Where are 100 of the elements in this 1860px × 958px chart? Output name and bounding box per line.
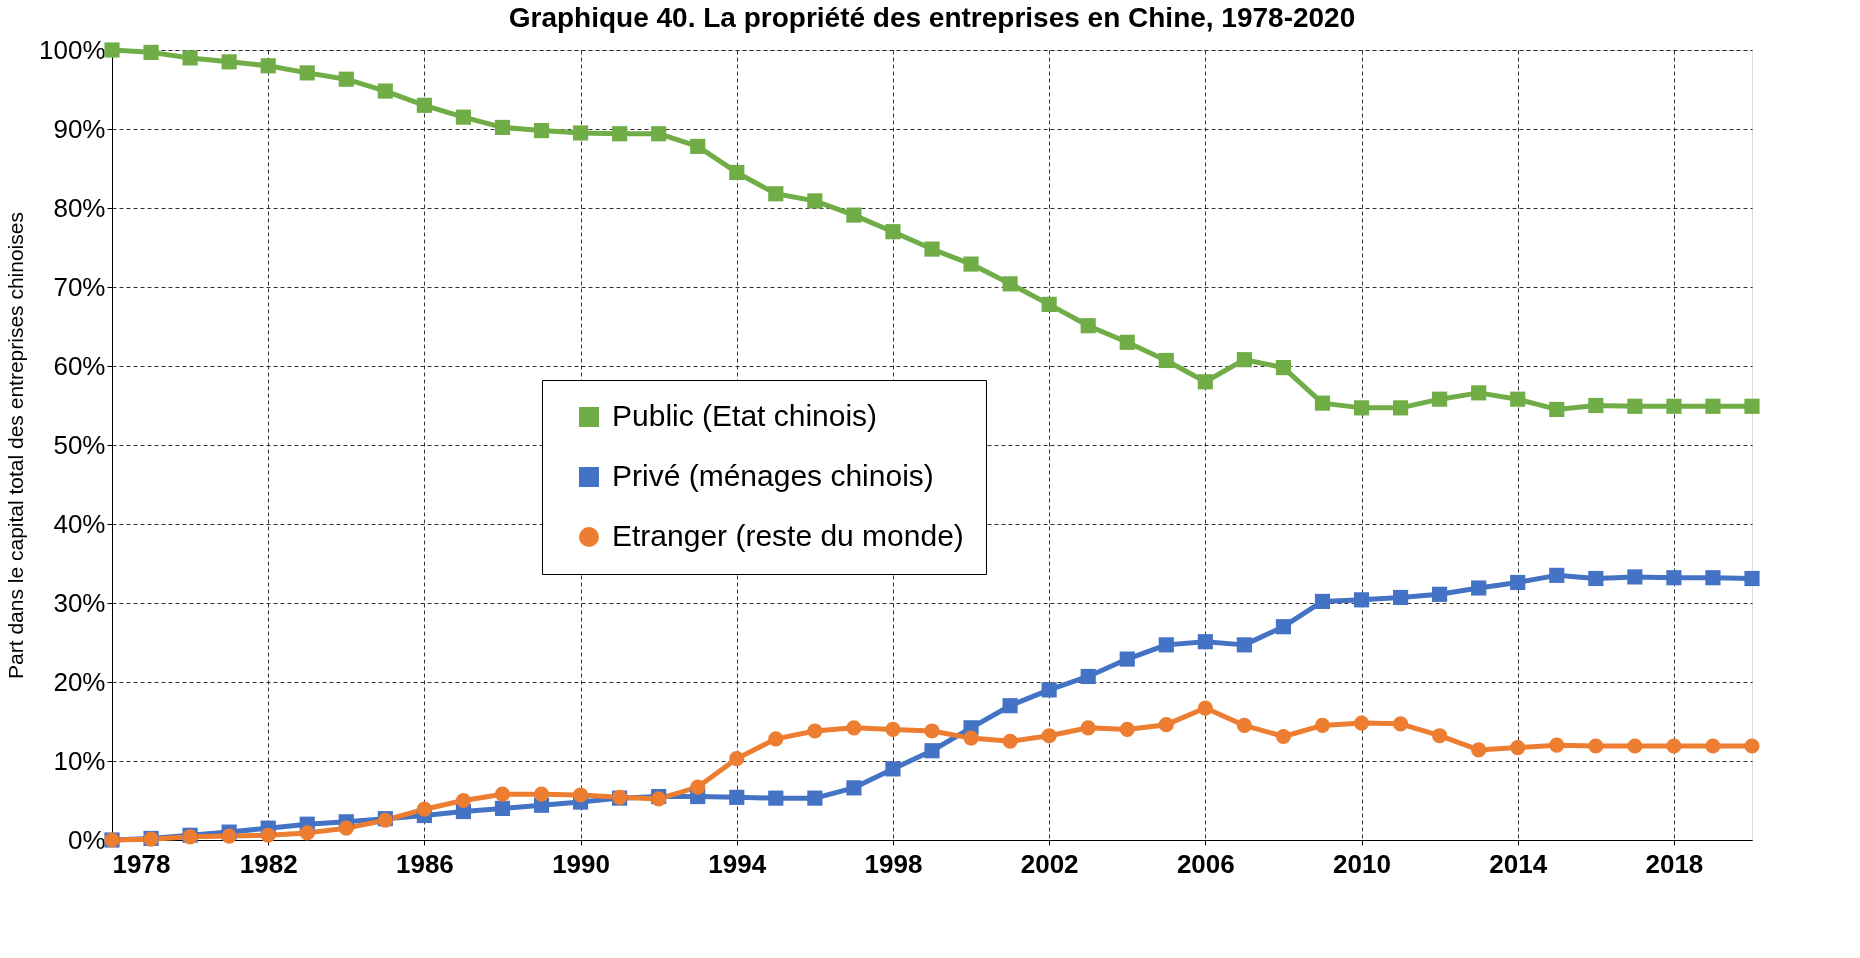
x-tick-label: 1982 [239,848,298,879]
point [846,780,862,796]
point [690,138,706,154]
point [612,126,628,142]
point [924,723,940,739]
point [182,50,198,66]
point [494,800,511,816]
x-tick-label: 2002 [1020,848,1079,879]
point [455,109,472,125]
point [1744,570,1760,587]
point [1080,720,1096,736]
legend-label: Privé (ménages chinois) [612,459,934,492]
point [1588,738,1604,754]
point [1353,715,1370,731]
point [338,820,354,836]
x-tick-label: 1994 [708,848,767,879]
point [1627,569,1643,585]
point [768,186,784,202]
x-tick-label: 2018 [1645,848,1704,879]
point [1314,593,1331,609]
point [1744,738,1760,754]
point [1471,580,1487,596]
point [572,787,589,803]
y-tick-label: 40% [53,508,106,539]
point [338,71,354,87]
point [1666,398,1682,414]
point [416,801,432,817]
point [1314,395,1331,411]
point [1314,717,1331,734]
y-axis-title: Part dans le capital total des entreprises chinoises [4,212,27,679]
point [1744,398,1760,414]
point [533,123,550,139]
point [1275,360,1292,376]
point [1588,397,1604,414]
point [377,83,393,99]
point [651,126,667,142]
point [1041,682,1057,698]
point [1392,400,1409,416]
point [1432,728,1448,744]
y-tick-label: 100% [39,34,106,65]
point [494,786,511,802]
y-tick-label: 80% [53,192,106,223]
point [260,58,276,74]
point [572,125,589,141]
point [1588,570,1604,587]
x-tick-label: 1978 [112,848,171,879]
y-tick-label: 10% [53,745,106,776]
point [1002,733,1018,749]
point [1471,385,1487,401]
point [1549,737,1565,753]
y-tick-label: 90% [53,113,106,144]
point [1236,717,1252,734]
point [1080,318,1096,334]
point [1002,276,1018,292]
point [1353,592,1370,608]
x-tick-label: 1990 [552,848,610,879]
point [299,825,315,841]
point [1666,570,1682,586]
point [924,241,940,257]
point [846,720,862,736]
point [924,743,940,759]
point [768,731,784,747]
point [1119,651,1135,667]
y-tick-label: 50% [53,429,106,460]
point [846,207,862,223]
point [260,827,276,843]
point [1627,738,1643,754]
point [807,723,823,739]
point [1353,400,1370,416]
point [494,119,511,135]
point [885,224,901,240]
point [104,42,120,58]
point [1275,619,1292,635]
y-tick-label: 20% [53,666,106,697]
point [1119,334,1135,350]
point [729,751,745,767]
x-tick-label: 1998 [864,848,923,879]
point [1510,740,1526,756]
point [299,65,315,81]
point [221,54,237,70]
y-tick-label: 30% [53,587,106,618]
y-tick-label: 0% [67,824,106,855]
point [1705,738,1721,754]
point [1549,567,1565,583]
point [221,828,237,844]
point [729,789,745,805]
point [885,721,901,737]
point [1432,586,1448,602]
point [1080,668,1096,685]
point [807,193,823,209]
point [1627,398,1643,414]
y-tick-label: 70% [53,271,106,302]
point [1197,700,1213,716]
y-tick-label: 60% [53,350,106,381]
point [1158,637,1174,653]
point [1392,589,1409,606]
point [1392,716,1409,732]
point [729,164,745,181]
point [455,792,472,809]
point [1510,391,1526,407]
